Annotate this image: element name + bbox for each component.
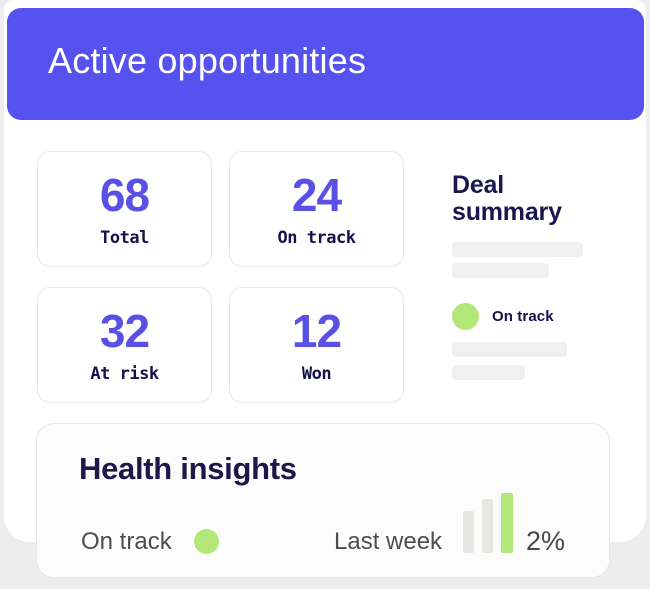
stat-value-on-track: 24 bbox=[291, 169, 342, 221]
widget-header: Active opportunities bbox=[7, 8, 644, 120]
deal-summary-title-line1: Deal bbox=[452, 171, 505, 199]
mini-bar-3-accent bbox=[501, 493, 513, 553]
status-dot-green-icon bbox=[452, 303, 479, 330]
mini-bar-1 bbox=[463, 511, 474, 553]
stat-value-won: 12 bbox=[291, 305, 342, 357]
stat-value-total: 68 bbox=[99, 169, 150, 221]
stat-label-at-risk: At risk bbox=[90, 364, 159, 384]
skeleton-bar bbox=[452, 342, 567, 357]
widget-title: Active opportunities bbox=[48, 40, 367, 81]
stat-label-on-track: On track bbox=[277, 228, 356, 248]
skeleton-bar bbox=[452, 365, 525, 380]
health-status-label: On track bbox=[81, 528, 172, 555]
health-change-value: 2% bbox=[526, 526, 566, 556]
status-dot-green-icon bbox=[194, 529, 219, 554]
stat-label-won: Won bbox=[301, 364, 332, 384]
stat-value-at-risk: 32 bbox=[99, 305, 150, 357]
skeleton-bar bbox=[452, 242, 583, 257]
mini-bar-chart-icon bbox=[463, 493, 513, 553]
mini-bar-2 bbox=[482, 499, 493, 553]
deal-summary-legend-label: On track bbox=[492, 308, 554, 325]
skeleton-bar bbox=[452, 263, 549, 278]
health-period-label: Last week bbox=[334, 528, 443, 555]
stat-label-total: Total bbox=[100, 228, 149, 248]
stat-card-at-risk[interactable]: 32 At risk bbox=[37, 287, 212, 403]
stat-card-total[interactable]: 68 Total bbox=[37, 151, 212, 267]
deal-summary-title-line2: summary bbox=[452, 198, 562, 226]
stat-card-won[interactable]: 12 Won bbox=[229, 287, 404, 403]
health-insights-title: Health insights bbox=[79, 451, 297, 486]
stat-card-on-track[interactable]: 24 On track bbox=[229, 151, 404, 267]
deal-summary-title: Deal summary bbox=[452, 172, 562, 226]
health-insights-card[interactable]: Health insights On track Last week 2% bbox=[36, 423, 610, 578]
